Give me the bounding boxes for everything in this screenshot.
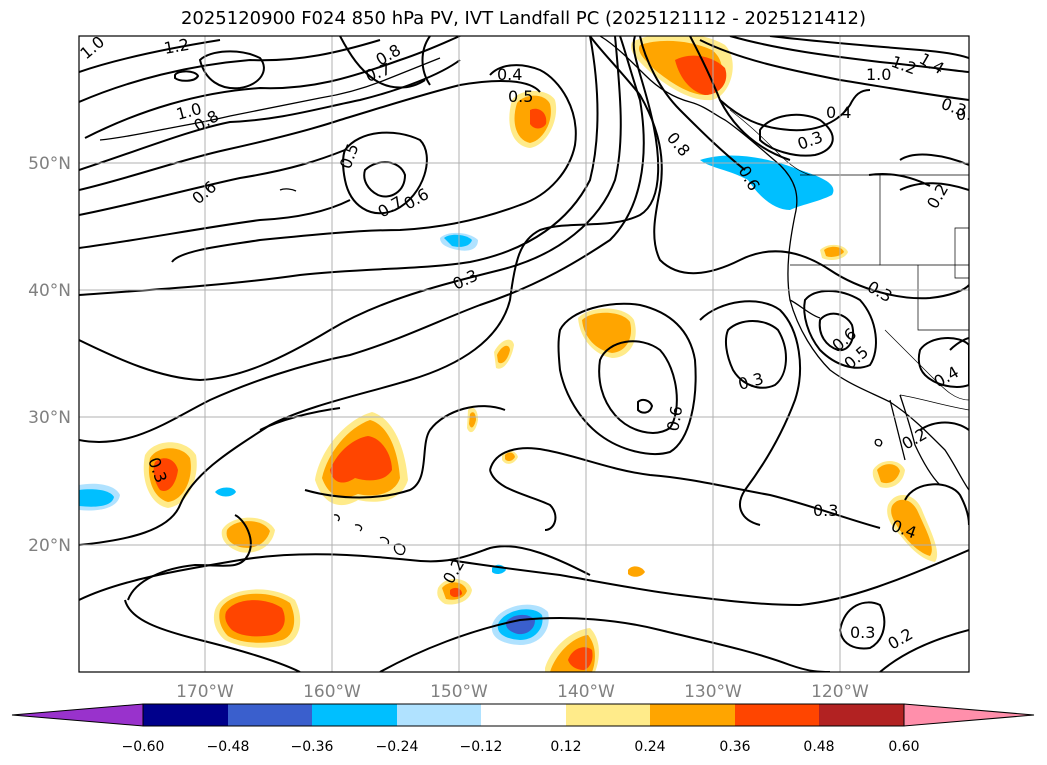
- colorbar-segment: [228, 704, 312, 726]
- contour-label: 0.6: [663, 404, 686, 432]
- contour-label: 0.0: [956, 105, 981, 124]
- lon-label: 160°W: [303, 682, 361, 702]
- lon-label: 130°W: [684, 682, 742, 702]
- lat-label: 20°N: [28, 536, 71, 556]
- colorbar-segment: [481, 704, 566, 726]
- contour-label: 0.3: [850, 623, 875, 642]
- lat-label: 50°N: [28, 154, 71, 174]
- colorbar-segment: [397, 704, 481, 726]
- colorbar-extend-high: [903, 703, 1035, 727]
- colorbar-tick: 0.36: [719, 739, 750, 755]
- map-title: 2025120900 F024 850 hPa PV, IVT Landfall…: [180, 8, 867, 29]
- colorbar-tick: −0.48: [207, 739, 250, 755]
- colorbar-tick: 0.60: [888, 739, 919, 755]
- contour-label: 1.2: [162, 35, 190, 58]
- political-borders: [729, 109, 969, 411]
- colorbar-tick: −0.12: [460, 739, 503, 755]
- map-frame: [78, 35, 970, 673]
- colorbar-tick: 0.48: [803, 739, 834, 755]
- contour-label: 0.5: [508, 87, 533, 106]
- contour-label: 0.3: [813, 501, 838, 520]
- colorbar: −0.60 −0.48 −0.36 −0.24 −0.12 0.12 0.24 …: [11, 703, 1035, 755]
- colorbar-extend-low: [11, 703, 144, 727]
- colorbar-segment: [566, 704, 650, 726]
- lat-label: 40°N: [28, 281, 71, 301]
- pv-contours: [79, 36, 969, 672]
- longitude-labels: 170°W 160°W 150°W 140°W 130°W 120°W: [176, 682, 869, 702]
- contour-label: 1.0: [866, 65, 891, 84]
- colorbar-segment: [735, 704, 819, 726]
- colorbar-tick: −0.36: [291, 739, 334, 755]
- contour-label: 0.4: [497, 65, 522, 84]
- latitude-labels: 50°N 40°N 30°N 20°N: [28, 154, 71, 556]
- colorbar-tick: −0.24: [376, 739, 419, 755]
- colorbar-segment: [143, 704, 228, 726]
- colorbar-frame: [142, 703, 905, 727]
- colorbar-tick: 0.12: [550, 739, 581, 755]
- colorbar-segment: [312, 704, 397, 726]
- colorbar-segment: [650, 704, 735, 726]
- contour-label: 0.4: [826, 103, 851, 122]
- coastlines: [99, 36, 969, 556]
- graticule: [79, 36, 969, 672]
- colorbar-tick: 0.24: [634, 739, 665, 755]
- lon-label: 170°W: [176, 682, 234, 702]
- colorbar-tick: −0.60: [122, 739, 165, 755]
- lon-label: 140°W: [557, 682, 615, 702]
- lon-label: 150°W: [430, 682, 488, 702]
- lon-label: 120°W: [811, 682, 869, 702]
- colorbar-segment: [819, 704, 904, 726]
- lat-label: 30°N: [28, 408, 71, 428]
